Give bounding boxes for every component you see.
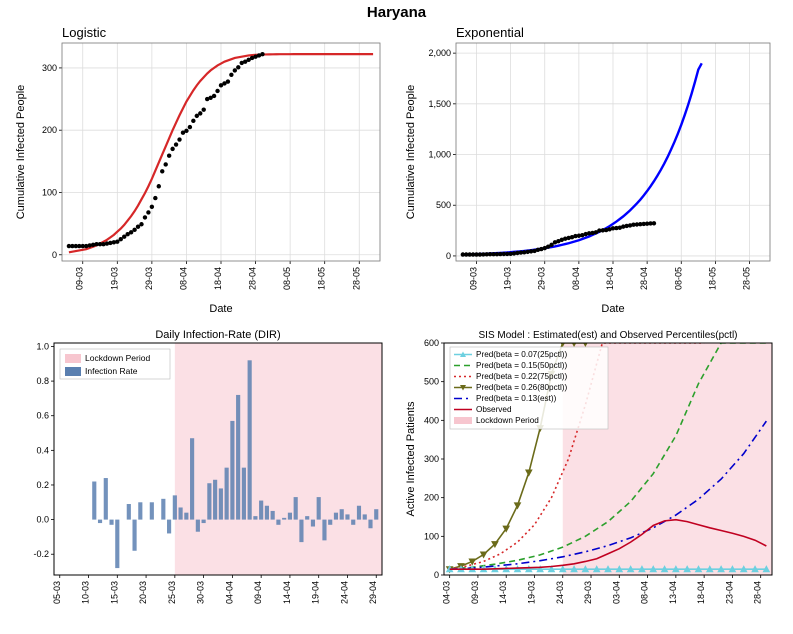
svg-text:08-05: 08-05 xyxy=(673,267,683,290)
svg-text:24-03: 24-03 xyxy=(554,581,564,604)
svg-text:2,000: 2,000 xyxy=(428,48,451,58)
svg-text:0: 0 xyxy=(445,251,450,261)
chart-grid: 0 100 200 300 09-03 19-03 29-03 08-04 18-04 28-04… xyxy=(0,21,793,631)
svg-text:19-03: 19-03 xyxy=(502,267,512,290)
svg-text:09-03: 09-03 xyxy=(469,581,479,604)
svg-text:100: 100 xyxy=(423,531,438,541)
svg-text:04-04: 04-04 xyxy=(224,581,234,604)
svg-text:15-03: 15-03 xyxy=(109,581,119,604)
svg-text:19-03: 19-03 xyxy=(526,581,536,604)
svg-text:Active Infected Patients: Active Infected Patients xyxy=(405,401,417,516)
svg-text:600: 600 xyxy=(423,338,438,348)
svg-text:100: 100 xyxy=(42,187,57,197)
svg-text:500: 500 xyxy=(423,377,438,387)
svg-text:19-03: 19-03 xyxy=(109,267,119,290)
svg-text:13-04: 13-04 xyxy=(667,581,677,604)
svg-text:29-03: 29-03 xyxy=(144,267,154,290)
svg-text:Exponential: Exponential xyxy=(456,25,524,40)
svg-text:0: 0 xyxy=(52,250,57,260)
svg-text:25-03: 25-03 xyxy=(167,581,177,604)
svg-text:28-04: 28-04 xyxy=(639,267,649,290)
svg-text:28-04: 28-04 xyxy=(752,581,762,604)
svg-text:Logistic: Logistic xyxy=(62,25,107,40)
svg-text:0.8: 0.8 xyxy=(36,376,49,386)
svg-text:08-04: 08-04 xyxy=(178,267,188,290)
svg-text:Pred(beta = 0.07(25pctl)): Pred(beta = 0.07(25pctl)) xyxy=(476,350,568,359)
svg-text:09-03: 09-03 xyxy=(468,267,478,290)
svg-text:Observed: Observed xyxy=(476,405,512,414)
svg-text:Date: Date xyxy=(209,303,232,315)
svg-text:28-05: 28-05 xyxy=(351,267,361,290)
svg-text:08-05: 08-05 xyxy=(282,267,292,290)
svg-text:08-04: 08-04 xyxy=(570,267,580,290)
svg-text:29-04: 29-04 xyxy=(368,581,378,604)
svg-text:18-04: 18-04 xyxy=(605,267,615,290)
panel-dir: -0.2 0.0 0.2 0.4 0.6 0.8 1.0 05-03 10-03 15-03 20-… xyxy=(10,325,394,623)
svg-text:19-04: 19-04 xyxy=(311,581,321,604)
svg-text:200: 200 xyxy=(423,493,438,503)
svg-text:05-03: 05-03 xyxy=(52,581,62,604)
svg-text:0.2: 0.2 xyxy=(36,480,49,490)
svg-text:03-04: 03-04 xyxy=(611,581,621,604)
svg-text:09-03: 09-03 xyxy=(75,267,85,290)
svg-text:04-03: 04-03 xyxy=(441,581,451,604)
svg-text:23-04: 23-04 xyxy=(724,581,734,604)
svg-text:10-03: 10-03 xyxy=(81,581,91,604)
svg-text:08-04: 08-04 xyxy=(639,581,649,604)
svg-text:0.6: 0.6 xyxy=(36,411,49,421)
panel-logistic: 0 100 200 300 09-03 19-03 29-03 08-04 18-04 28-04… xyxy=(10,21,394,319)
svg-text:29-03: 29-03 xyxy=(583,581,593,604)
svg-text:0: 0 xyxy=(433,570,438,580)
svg-text:18-04: 18-04 xyxy=(696,581,706,604)
svg-text:Pred(beta = 0.15(50pctl)): Pred(beta = 0.15(50pctl)) xyxy=(476,361,568,370)
svg-text:18-04: 18-04 xyxy=(213,267,223,290)
main-title: Haryana xyxy=(0,0,793,21)
svg-text:Pred(beta = 0.13(est)): Pred(beta = 0.13(est)) xyxy=(476,394,557,403)
svg-text:29-03: 29-03 xyxy=(536,267,546,290)
panel-exponential: 0 500 1,000 1,500 2,000 09-03 19-03 29-03 08-04 1… xyxy=(400,21,784,319)
svg-text:0.0: 0.0 xyxy=(36,515,49,525)
svg-text:Pred(beta = 0.22(75pctl)): Pred(beta = 0.22(75pctl)) xyxy=(476,372,568,381)
svg-text:1,000: 1,000 xyxy=(428,150,451,160)
svg-text:14-04: 14-04 xyxy=(282,581,292,604)
svg-text:0.4: 0.4 xyxy=(36,445,49,455)
svg-text:1.0: 1.0 xyxy=(36,341,49,351)
svg-text:28-04: 28-04 xyxy=(248,267,258,290)
svg-text:300: 300 xyxy=(423,454,438,464)
svg-text:1,500: 1,500 xyxy=(428,99,451,109)
svg-text:300: 300 xyxy=(42,63,57,73)
svg-text:Daily Infection-Rate (DIR): Daily Infection-Rate (DIR) xyxy=(155,329,280,341)
panel-sis: 0 100 200 300 400 500 600 04-03 09-03 14-03 19-03 2… xyxy=(400,325,784,623)
svg-text:Cumulative Infected People: Cumulative Infected People xyxy=(15,85,27,220)
svg-text:SIS Model : Estimated(est) and: SIS Model : Estimated(est) and Observed … xyxy=(478,330,737,341)
svg-text:30-03: 30-03 xyxy=(196,581,206,604)
svg-text:Infection Rate: Infection Rate xyxy=(85,366,138,376)
svg-text:500: 500 xyxy=(435,200,450,210)
svg-text:18-05: 18-05 xyxy=(317,267,327,290)
svg-text:Lockdown Period: Lockdown Period xyxy=(85,353,150,363)
svg-text:400: 400 xyxy=(423,415,438,425)
svg-text:Cumulative Infected People: Cumulative Infected People xyxy=(405,85,417,220)
svg-text:Lockdown Period: Lockdown Period xyxy=(476,416,539,425)
svg-text:09-04: 09-04 xyxy=(253,581,263,604)
svg-text:-0.2: -0.2 xyxy=(33,549,49,559)
svg-text:200: 200 xyxy=(42,125,57,135)
svg-text:Date: Date xyxy=(601,303,624,315)
svg-text:28-05: 28-05 xyxy=(741,267,751,290)
svg-text:18-05: 18-05 xyxy=(707,267,717,290)
svg-text:14-03: 14-03 xyxy=(498,581,508,604)
svg-text:20-03: 20-03 xyxy=(138,581,148,604)
svg-text:Pred(beta = 0.26(80pctl)): Pred(beta = 0.26(80pctl)) xyxy=(476,383,568,392)
svg-text:24-04: 24-04 xyxy=(339,581,349,604)
